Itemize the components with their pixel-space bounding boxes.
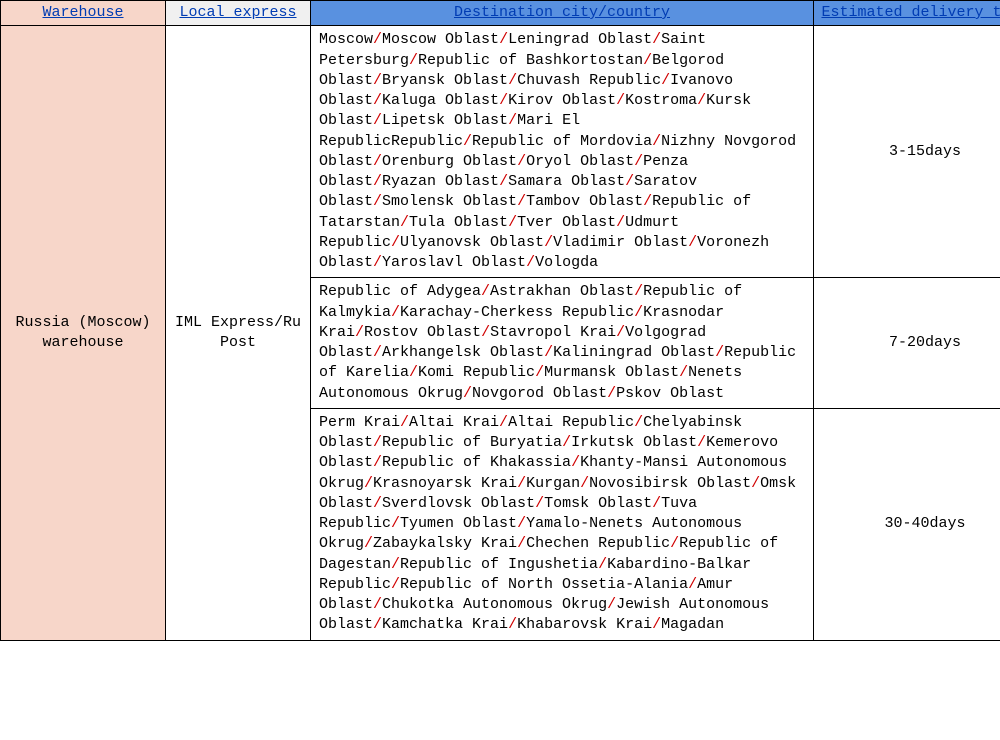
warehouse-cell: Russia (Moscow) warehouse (1, 26, 166, 640)
local-express-cell: IML Express/Ru Post (166, 26, 311, 640)
shipping-table: Warehouse Local express Destination city… (0, 0, 1000, 641)
destination-cell: Perm Krai/Altai Krai/Altai Republic/Chel… (311, 408, 814, 640)
eta-cell: 3-15days (814, 26, 1000, 278)
header-eta: Estimated delivery time (814, 1, 1000, 26)
destination-cell: Moscow/Moscow Oblast/Leningrad Oblast/Sa… (311, 26, 814, 278)
header-warehouse: Warehouse (1, 1, 166, 26)
table-container: Warehouse Local express Destination city… (0, 0, 1000, 740)
header-destination: Destination city/country (311, 1, 814, 26)
eta-cell: 7-20days (814, 278, 1000, 409)
destination-cell: Republic of Adygea/Astrakhan Oblast/Repu… (311, 278, 814, 409)
header-row: Warehouse Local express Destination city… (1, 1, 1000, 26)
eta-cell: 30-40days (814, 408, 1000, 640)
table-row: Russia (Moscow) warehouse IML Express/Ru… (1, 26, 1000, 278)
header-local-express: Local express (166, 1, 311, 26)
